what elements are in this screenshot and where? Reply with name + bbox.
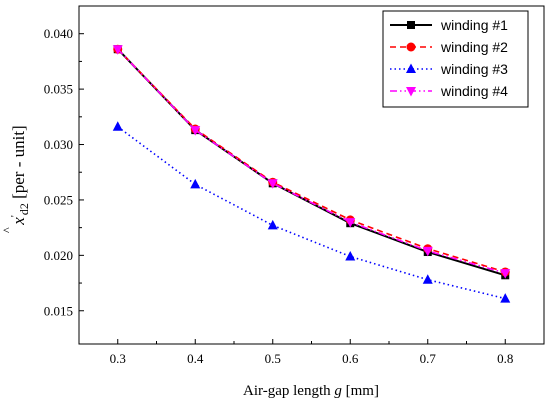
legend-label-3: winding #3 xyxy=(440,61,508,77)
y-axis-title-symbol: x xyxy=(9,217,28,226)
x-axis-title-suffix: [mm] xyxy=(342,383,379,399)
series-3-point-5 xyxy=(422,274,433,284)
series-4-point-1 xyxy=(112,45,123,55)
legend-swatch-marker-3 xyxy=(406,63,416,73)
legend-item-1: winding #1 xyxy=(390,17,508,33)
legend-item-3: winding #3 xyxy=(390,61,508,77)
y-tick-label-3: 0.030 xyxy=(44,137,73,152)
y-tick-label-1: 0.020 xyxy=(44,248,73,263)
y-tick-label-5: 0.040 xyxy=(44,26,73,41)
y-axis-title-unit: [per - unit] xyxy=(9,125,28,203)
series-3-line xyxy=(117,126,506,300)
y-axis-title-subscript: d2 xyxy=(17,203,31,215)
legend-label-2: winding #2 xyxy=(440,39,508,55)
legend-swatch-marker-2 xyxy=(406,42,416,52)
series-4 xyxy=(112,45,511,279)
series-4-point-6 xyxy=(500,269,511,279)
series-3-point-2 xyxy=(190,178,201,189)
y-tick-label-4: 0.035 xyxy=(44,82,73,97)
x-tick-label-2: 0.5 xyxy=(265,351,281,366)
y-axis-title-accent: ^ xyxy=(0,227,14,233)
series-3 xyxy=(112,121,511,303)
x-tick-label-0: 0.3 xyxy=(110,351,126,366)
series-3-point-6 xyxy=(500,293,511,303)
legend-item-4: winding #4 xyxy=(390,83,508,99)
series-3-point-1 xyxy=(112,121,123,131)
series-4-point-3 xyxy=(267,179,278,189)
legend-item-2: winding #2 xyxy=(390,39,508,55)
y-axis: 0.015 0.020 0.025 0.030 0.035 0.040 xyxy=(44,26,84,318)
x-axis-title-var: g xyxy=(334,383,342,399)
series-3-point-4 xyxy=(345,250,356,261)
legend-label-4: winding #4 xyxy=(440,83,508,99)
x-axis-title: Air-gap length g [mm] xyxy=(243,383,379,399)
series-3-point-3 xyxy=(267,219,278,230)
series-layer xyxy=(112,44,511,303)
series-4-point-5 xyxy=(422,246,433,257)
y-tick-label-2: 0.025 xyxy=(44,192,73,207)
svg-text:x'd2 [per - unit]: x'd2 [per - unit] xyxy=(9,125,31,225)
x-axis: 0.3 0.4 0.5 0.6 0.7 0.8 xyxy=(110,339,513,366)
x-tick-label-3: 0.6 xyxy=(342,351,359,366)
series-2-line xyxy=(117,48,506,273)
y-axis-title-prime: ' xyxy=(9,215,21,217)
x-tick-label-4: 0.7 xyxy=(420,351,437,366)
legend-swatch-marker-1 xyxy=(407,21,415,29)
y-axis-title: x'd2 [per - unit] ^ xyxy=(0,125,31,233)
legend-swatch-marker-4 xyxy=(406,87,416,97)
y-tick-label-0: 0.015 xyxy=(44,303,73,318)
x-tick-label-5: 0.8 xyxy=(497,351,513,366)
x-axis-title-prefix: Air-gap length xyxy=(243,383,334,399)
x-tick-label-1: 0.4 xyxy=(187,351,204,366)
series-4-line xyxy=(117,48,506,274)
series-4-point-2 xyxy=(190,126,201,136)
legend: winding #1 winding #2 winding #3 winding #4 xyxy=(382,10,529,108)
legend-label-1: winding #1 xyxy=(440,17,508,33)
series-4-point-4 xyxy=(345,218,356,228)
